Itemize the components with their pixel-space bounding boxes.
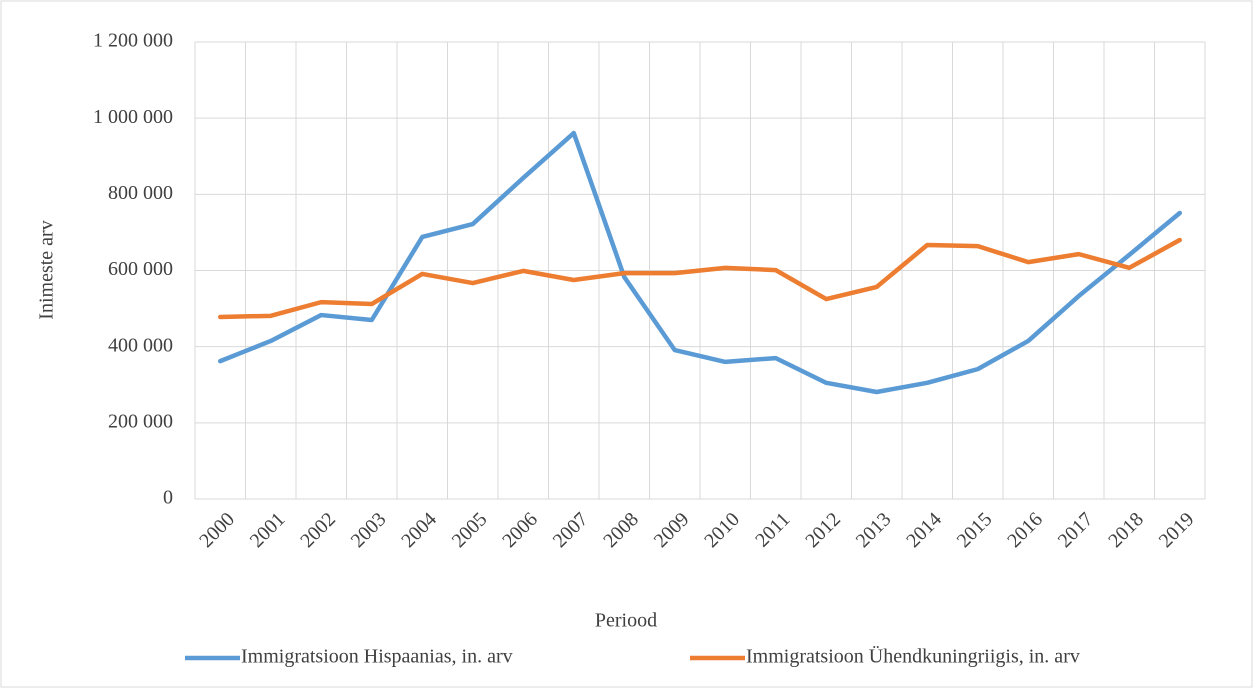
y-tick-label: 0 — [163, 487, 173, 509]
y-tick-label: 200 000 — [108, 410, 173, 432]
legend-label: Immigratsioon Ühendkuningriigis, in. arv — [746, 645, 1080, 668]
y-tick-label: 800 000 — [108, 182, 173, 204]
y-tick-label: 1 000 000 — [93, 106, 173, 128]
series-line — [218, 237, 1182, 320]
x-axis-label: Periood — [595, 610, 657, 632]
legend-label: Immigratsioon Hispaanias, in. arv — [241, 646, 513, 668]
series-line — [218, 130, 1182, 395]
y-axis-label: Inimeste arv — [36, 220, 58, 319]
y-tick-label: 400 000 — [108, 334, 173, 356]
y-tick-label: 1 200 000 — [93, 30, 173, 52]
y-tick-label: 600 000 — [108, 258, 173, 280]
